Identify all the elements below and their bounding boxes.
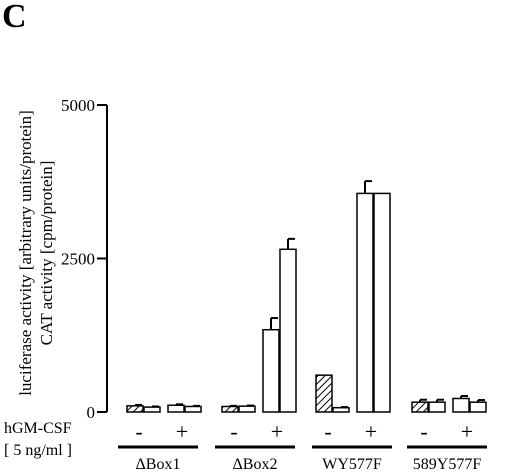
bar: [315, 374, 333, 413]
bar: [262, 328, 280, 413]
treatment-sign-plus: +: [461, 419, 473, 444]
bar: [184, 405, 202, 413]
bar: [143, 406, 161, 413]
bar: [452, 397, 470, 413]
category-label: WY577F: [322, 456, 382, 473]
axis-layer: [97, 104, 487, 449]
bar-layer: [126, 180, 487, 413]
bar: [373, 192, 391, 413]
treatment-sign-plus: +: [176, 419, 188, 444]
treatment-sign-plus: +: [271, 419, 283, 444]
treatment-sign-minus: -: [324, 419, 331, 444]
treatment-sign-minus: -: [230, 419, 237, 444]
bar: [126, 405, 144, 413]
bar: [411, 401, 429, 413]
category-label: 589Y577F: [413, 456, 482, 473]
bar: [469, 401, 487, 413]
bar: [428, 401, 446, 413]
treatment-label-line-1: hGM-CSF: [4, 420, 72, 437]
bar: [238, 405, 256, 413]
bar: [356, 192, 374, 413]
y-tick-label: 2500: [61, 250, 95, 269]
bar: [332, 406, 350, 413]
category-label: ΔBox1: [136, 456, 181, 473]
bar: [221, 405, 239, 413]
bar: [167, 404, 185, 413]
treatment-label-line-2: [ 5 ng/ml ]: [4, 442, 72, 459]
y-tick-label: 0: [87, 403, 96, 422]
label-layer: 0 2500 5000 - + ΔBox1 - + ΔBox2 - + WY577F - +589Y577…: [61, 96, 481, 473]
treatment-sign-minus: -: [420, 419, 427, 444]
category-label: ΔBox2: [233, 456, 278, 473]
treatment-sign-plus: +: [365, 419, 377, 444]
treatment-sign-minus: -: [135, 419, 142, 444]
bar: [279, 248, 297, 413]
panel-letter: C: [2, 0, 27, 35]
treatment-label: hGM-CSF [ 5 ng/ml ]: [4, 418, 72, 462]
y-tick-label: 5000: [61, 96, 95, 115]
